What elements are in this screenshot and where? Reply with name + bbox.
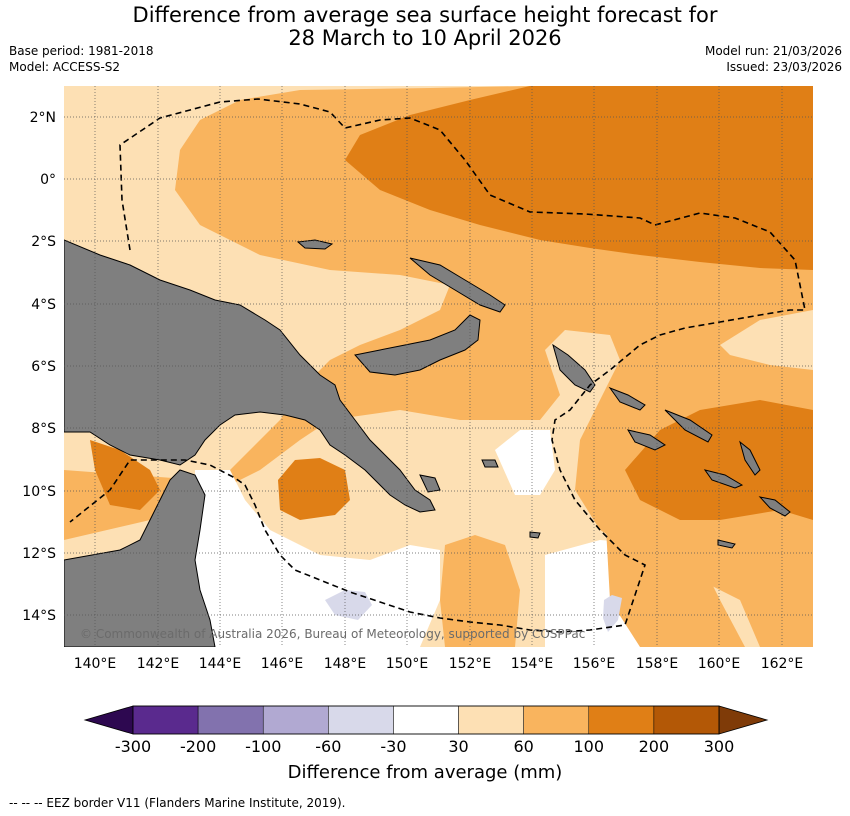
- land-cape-york: [64, 469, 216, 647]
- copyright-text: © Commonwealth of Australia 2026, Bureau…: [80, 627, 585, 641]
- colorbar-tick-4: -30: [380, 737, 406, 756]
- lon-label-162e: 162°E: [761, 656, 804, 672]
- lon-label-152e: 152°E: [449, 656, 492, 672]
- colorbar: -300 -200 -100 -60 -30 30 60 100 200 300 Differen…: [83, 705, 769, 783]
- lat-label-4s: 4°S: [31, 297, 56, 313]
- contour-white-mid: [495, 430, 555, 495]
- lat-label-14s: 14°S: [22, 608, 56, 624]
- title-line-2: 28 March to 10 April 2026: [288, 26, 562, 50]
- lon-label-160e: 160°E: [698, 656, 741, 672]
- lon-labels: 140°E 142°E 144°E 146°E 148°E 150°E 152°…: [74, 656, 804, 672]
- colorbar-cell-1: [197, 705, 264, 735]
- colorbar-tick-2: -100: [245, 737, 281, 756]
- contour-60-100-coral: [605, 510, 745, 647]
- grid: [64, 86, 813, 647]
- model-run: Model run: 21/03/2026: [704, 44, 842, 58]
- colorbar-tick-3: -60: [315, 737, 341, 756]
- eez-footnote: -- -- -- EEZ border V11 (Flanders Marine…: [9, 796, 346, 810]
- land-guadalcanal: [626, 429, 666, 451]
- eez-png-north: [69, 98, 806, 633]
- contour-neg-east: [603, 595, 622, 632]
- contour-100-200-gulf: [278, 458, 350, 520]
- meta-right: Model run: 21/03/2026 Issued: 23/03/2026: [705, 43, 842, 75]
- land-rennell: [758, 496, 791, 517]
- colorbar-cell-2: [262, 705, 329, 735]
- lat-label-6s: 6°S: [31, 359, 56, 375]
- colorbar-frame: [132, 705, 720, 735]
- colorbar-tick-6: 60: [513, 737, 533, 756]
- colorbar-cell-4: [393, 705, 459, 735]
- lon-label-150e: 150°E: [386, 656, 429, 672]
- lat-label-8s: 8°S: [31, 421, 56, 437]
- colorbar-tick-1: -200: [180, 737, 216, 756]
- colorbar-tick-7: 100: [574, 737, 605, 756]
- colorbar-cell-7: [588, 705, 655, 735]
- colorbar-tick-0: -300: [115, 737, 151, 756]
- colorbar-under-arrow: [83, 705, 134, 735]
- land-louisiade: [481, 459, 499, 468]
- map-plot-area: [64, 86, 813, 647]
- lat-label-12s: 12°S: [22, 546, 56, 562]
- colorbar-title: Difference from average (mm): [288, 762, 563, 783]
- contour-white-south: [195, 470, 440, 647]
- lon-label-154e: 154°E: [511, 656, 554, 672]
- colorbar-tick-9: 300: [704, 737, 735, 756]
- land-bougainville: [552, 343, 596, 393]
- meta-left: Base period: 1981-2018 Model: ACCESS-S2: [9, 43, 154, 75]
- contour-100-200-north: [345, 86, 813, 270]
- land-manus: [296, 239, 334, 250]
- land-new-ireland: [409, 257, 506, 313]
- model-name: Model: ACCESS-S2: [9, 60, 121, 74]
- colorbar-cell-5: [458, 705, 524, 735]
- colorbar-over-arrow: [718, 705, 769, 735]
- lat-labels: 2°N 0° 2°S 4°S 6°S 8°S 10°S 12°S 14°S: [22, 110, 56, 624]
- lon-label-144e: 144°E: [199, 656, 242, 672]
- lat-label-2s: 2°S: [31, 234, 56, 250]
- lon-label-140e: 140°E: [74, 656, 117, 672]
- land-choiseul: [608, 386, 646, 411]
- contour-light-east: [720, 310, 813, 370]
- colorbar-cell-3: [328, 705, 394, 735]
- lat-label-10s: 10°S: [22, 484, 56, 500]
- land-rossel: [529, 531, 541, 539]
- colorbar-cell-6: [523, 705, 590, 735]
- lat-label-0: 0°: [40, 172, 56, 188]
- land-new-britain: [354, 314, 481, 376]
- colorbar-cell-0: [132, 705, 199, 735]
- land-malaita: [664, 409, 713, 443]
- colorbar-tick-8: 200: [639, 737, 670, 756]
- contour-neg-coral: [325, 590, 372, 620]
- lon-label-148e: 148°E: [324, 656, 367, 672]
- colorbar-cell-8: [653, 705, 720, 735]
- lon-label-142e: 142°E: [137, 656, 180, 672]
- contour-100-200-west: [90, 440, 160, 510]
- contour-100-200-southeast: [625, 400, 813, 520]
- land-vanuatu-n: [739, 440, 761, 476]
- lat-label-2n: 2°N: [30, 110, 56, 126]
- land-makira: [703, 469, 744, 489]
- contour-60-100-south: [440, 535, 520, 647]
- title-line-1: Difference from average sea surface heig…: [132, 3, 718, 27]
- issued-date: Issued: 23/03/2026: [726, 60, 842, 74]
- land-dentrecasteaux: [419, 474, 441, 493]
- map-title: Difference from average sea surface heig…: [0, 4, 850, 50]
- base-period: Base period: 1981-2018: [9, 44, 154, 58]
- lon-label-146e: 146°E: [261, 656, 304, 672]
- lon-label-158e: 158°E: [636, 656, 679, 672]
- land-small-1: [717, 539, 736, 549]
- lon-label-156e: 156°E: [573, 656, 616, 672]
- colorbar-tick-5: 30: [448, 737, 468, 756]
- land-new-guinea: [64, 239, 436, 513]
